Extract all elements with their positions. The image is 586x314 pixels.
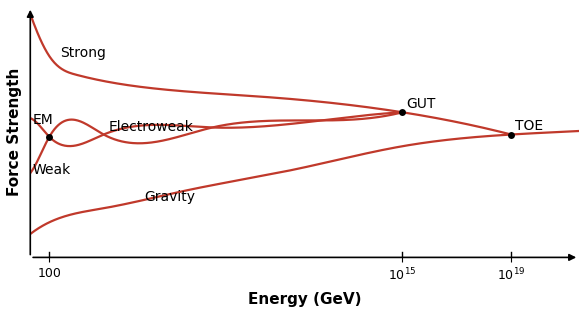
Text: Strong: Strong <box>60 46 106 60</box>
Text: EM: EM <box>33 113 54 127</box>
Text: GUT: GUT <box>407 97 436 111</box>
Text: TOE: TOE <box>515 119 543 133</box>
Text: Gravity: Gravity <box>144 190 195 203</box>
Text: Electroweak: Electroweak <box>109 121 194 134</box>
X-axis label: Energy (GeV): Energy (GeV) <box>248 292 362 307</box>
Y-axis label: Force Strength: Force Strength <box>7 68 22 196</box>
Text: Weak: Weak <box>33 163 71 176</box>
